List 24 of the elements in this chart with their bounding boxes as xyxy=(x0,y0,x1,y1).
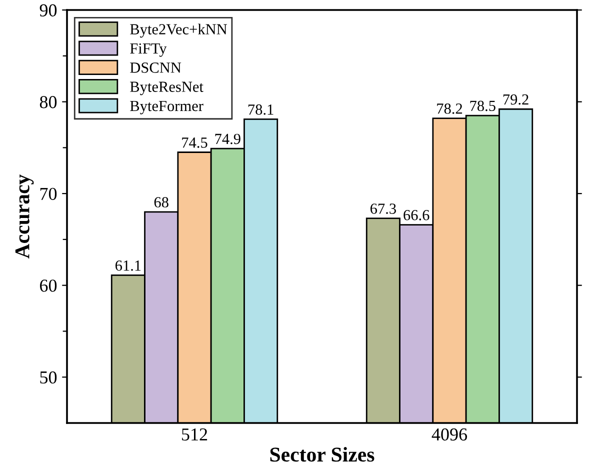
data-label: 78.1 xyxy=(248,104,274,115)
data-label: 61.1 xyxy=(115,260,141,271)
x-tick-label: 512 xyxy=(182,428,208,441)
y-tick-label: 50 xyxy=(40,371,57,384)
y-tick-label: 80 xyxy=(40,96,57,108)
data-label: 74.9 xyxy=(215,134,240,144)
data-label: 68 xyxy=(154,197,168,208)
legend-label: ByteFormer xyxy=(130,100,204,114)
x-axis-title: Sector Sizes xyxy=(270,447,374,462)
y-tick-label: 60 xyxy=(40,280,57,292)
legend-label: FiFTy xyxy=(130,43,167,57)
data-label: 74.5 xyxy=(182,138,208,148)
x-tick-label: 4096 xyxy=(432,428,468,441)
y-tick-label: 70 xyxy=(40,188,57,200)
data-label: 79.2 xyxy=(503,94,528,105)
legend-label: Byte2Vec+kNN xyxy=(130,24,227,38)
data-label: 67.3 xyxy=(370,204,396,214)
y-tick-label: 90 xyxy=(40,4,57,16)
data-label: 78.5 xyxy=(470,100,496,112)
legend-label: DSCNN xyxy=(130,62,182,73)
data-label: 66.6 xyxy=(404,210,430,220)
data-label: 78.2 xyxy=(437,103,462,114)
y-axis-title: Accuracy xyxy=(15,174,34,259)
legend-label: ByteResNet xyxy=(130,82,204,96)
